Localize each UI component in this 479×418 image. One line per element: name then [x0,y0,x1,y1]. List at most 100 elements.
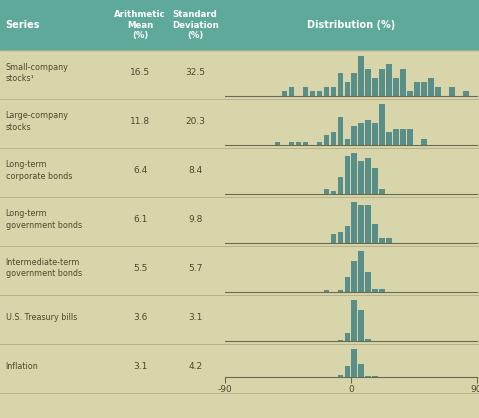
Bar [352,349,357,377]
Text: 11.8: 11.8 [130,117,150,126]
Bar [358,123,364,145]
Bar [449,87,455,96]
Text: 20.3: 20.3 [185,117,205,126]
Bar [387,133,392,145]
Text: 32.5: 32.5 [185,68,205,77]
Text: 5.5: 5.5 [133,264,148,273]
Bar [303,87,308,96]
Bar [338,74,343,96]
Text: Large-company
stocks: Large-company stocks [6,112,69,132]
Bar [379,238,385,243]
Bar [358,310,364,341]
Bar [373,168,378,194]
Bar [331,87,336,96]
Bar [379,104,385,145]
Bar [358,161,364,194]
Bar [309,91,315,96]
Bar [365,158,371,194]
Bar [428,78,434,96]
Bar [365,272,371,292]
Bar [317,91,322,96]
Text: 3.1: 3.1 [188,313,203,322]
Bar [414,82,420,96]
Text: 3.6: 3.6 [133,313,148,322]
Text: Standard
Deviation
(%): Standard Deviation (%) [172,10,218,40]
Bar [373,123,378,145]
Bar [422,82,427,96]
Bar [344,333,350,341]
Bar [323,189,329,194]
Bar [338,375,343,377]
Text: 6.1: 6.1 [133,215,148,224]
Bar [338,117,343,145]
Bar [365,339,371,341]
Bar [365,120,371,145]
Bar [344,277,350,292]
Bar [317,142,322,145]
Bar [435,87,441,96]
Bar [373,376,378,377]
Bar [407,129,413,145]
Text: 3.1: 3.1 [133,362,148,371]
Text: Small-company
stocks¹: Small-company stocks¹ [6,63,68,83]
Bar [338,177,343,194]
Bar [373,78,378,96]
Bar [400,129,406,145]
Bar [331,191,336,194]
Bar [393,78,399,96]
Bar [352,261,357,292]
Bar [365,204,371,243]
Bar [352,126,357,145]
Bar [344,156,350,194]
Text: 16.5: 16.5 [130,68,150,77]
Text: Series: Series [6,20,40,30]
Text: Long-term
corporate bonds: Long-term corporate bonds [6,161,72,181]
Bar [379,69,385,96]
Bar [407,91,413,96]
Bar [352,153,357,194]
Bar [358,364,364,377]
Bar [344,82,350,96]
Bar [379,189,385,194]
Bar [282,91,287,96]
Bar [331,234,336,243]
Bar [379,289,385,292]
Text: 9.8: 9.8 [188,215,203,224]
Bar [303,142,308,145]
Bar [338,232,343,243]
Text: Distribution (%): Distribution (%) [307,20,395,30]
Bar [463,91,469,96]
Text: 8.4: 8.4 [188,166,202,175]
Bar [344,366,350,377]
Bar [338,340,343,341]
Text: 5.7: 5.7 [188,264,203,273]
Text: 4.2: 4.2 [188,362,202,371]
Bar [373,289,378,292]
Text: Inflation: Inflation [6,362,38,371]
Bar [352,301,357,341]
Bar [344,226,350,243]
Bar [331,133,336,145]
Bar [296,142,301,145]
Bar [274,142,280,145]
Bar [358,204,364,243]
Bar [373,224,378,243]
Bar [0,0,479,50]
Bar [323,87,329,96]
Bar [358,56,364,96]
Bar [365,376,371,377]
Bar [352,202,357,243]
Bar [344,138,350,145]
Text: 6.4: 6.4 [133,166,147,175]
Bar [393,129,399,145]
Bar [387,64,392,96]
Bar [387,238,392,243]
Text: Long-term
government bonds: Long-term government bonds [6,209,82,229]
Bar [289,142,295,145]
Text: Intermediate-term
government bonds: Intermediate-term government bonds [6,258,82,278]
Bar [365,69,371,96]
Bar [358,251,364,292]
Bar [400,69,406,96]
Bar [323,135,329,145]
Bar [323,291,329,292]
